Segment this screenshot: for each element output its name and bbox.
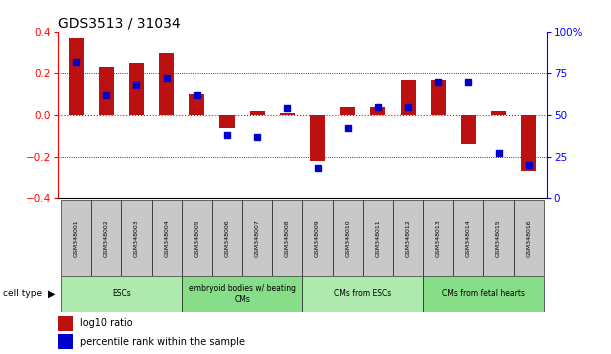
Bar <box>400 80 415 115</box>
Text: GSM348014: GSM348014 <box>466 219 471 257</box>
Bar <box>189 94 205 115</box>
Bar <box>521 115 536 171</box>
FancyBboxPatch shape <box>242 200 273 276</box>
Bar <box>461 115 476 144</box>
Text: cell type: cell type <box>3 289 42 298</box>
Text: CMs from fetal hearts: CMs from fetal hearts <box>442 289 525 298</box>
Bar <box>159 53 174 115</box>
Bar <box>129 63 144 115</box>
Text: GSM348002: GSM348002 <box>104 219 109 257</box>
Text: GSM348011: GSM348011 <box>375 219 381 257</box>
Bar <box>250 111 265 115</box>
FancyBboxPatch shape <box>302 200 332 276</box>
Text: ▶: ▶ <box>48 289 55 299</box>
Text: GSM348016: GSM348016 <box>526 219 531 257</box>
FancyBboxPatch shape <box>332 200 363 276</box>
FancyBboxPatch shape <box>514 200 544 276</box>
Text: embryoid bodies w/ beating
CMs: embryoid bodies w/ beating CMs <box>189 284 296 303</box>
Text: GSM348012: GSM348012 <box>406 219 411 257</box>
FancyBboxPatch shape <box>483 200 514 276</box>
Text: ESCs: ESCs <box>112 289 131 298</box>
Text: log10 ratio: log10 ratio <box>80 318 133 329</box>
Bar <box>310 115 325 161</box>
Text: GSM348007: GSM348007 <box>255 219 260 257</box>
Bar <box>219 115 235 127</box>
Bar <box>431 80 446 115</box>
FancyBboxPatch shape <box>122 200 152 276</box>
FancyBboxPatch shape <box>393 200 423 276</box>
Bar <box>99 67 114 115</box>
FancyBboxPatch shape <box>423 276 544 312</box>
Text: GSM348008: GSM348008 <box>285 219 290 257</box>
Bar <box>370 107 386 115</box>
Bar <box>58 334 73 349</box>
FancyBboxPatch shape <box>363 200 393 276</box>
Text: GSM348003: GSM348003 <box>134 219 139 257</box>
FancyBboxPatch shape <box>423 200 453 276</box>
Text: GSM348004: GSM348004 <box>164 219 169 257</box>
Text: GDS3513 / 31034: GDS3513 / 31034 <box>58 17 181 31</box>
FancyBboxPatch shape <box>212 200 242 276</box>
FancyBboxPatch shape <box>181 200 212 276</box>
FancyBboxPatch shape <box>61 200 91 276</box>
Text: GSM348013: GSM348013 <box>436 219 441 257</box>
Text: percentile rank within the sample: percentile rank within the sample <box>80 337 245 347</box>
FancyBboxPatch shape <box>152 200 181 276</box>
Text: GSM348010: GSM348010 <box>345 219 350 257</box>
FancyBboxPatch shape <box>273 200 302 276</box>
FancyBboxPatch shape <box>91 200 122 276</box>
Bar <box>491 111 506 115</box>
Text: GSM348005: GSM348005 <box>194 219 199 257</box>
Bar <box>340 107 355 115</box>
Bar <box>280 113 295 115</box>
Text: GSM348006: GSM348006 <box>224 219 230 257</box>
FancyBboxPatch shape <box>453 200 483 276</box>
Text: CMs from ESCs: CMs from ESCs <box>334 289 392 298</box>
Bar <box>58 316 73 331</box>
FancyBboxPatch shape <box>181 276 302 312</box>
Bar <box>68 38 84 115</box>
FancyBboxPatch shape <box>302 276 423 312</box>
Text: GSM348009: GSM348009 <box>315 219 320 257</box>
Text: GSM348001: GSM348001 <box>74 219 79 257</box>
Text: GSM348015: GSM348015 <box>496 219 501 257</box>
FancyBboxPatch shape <box>61 276 181 312</box>
